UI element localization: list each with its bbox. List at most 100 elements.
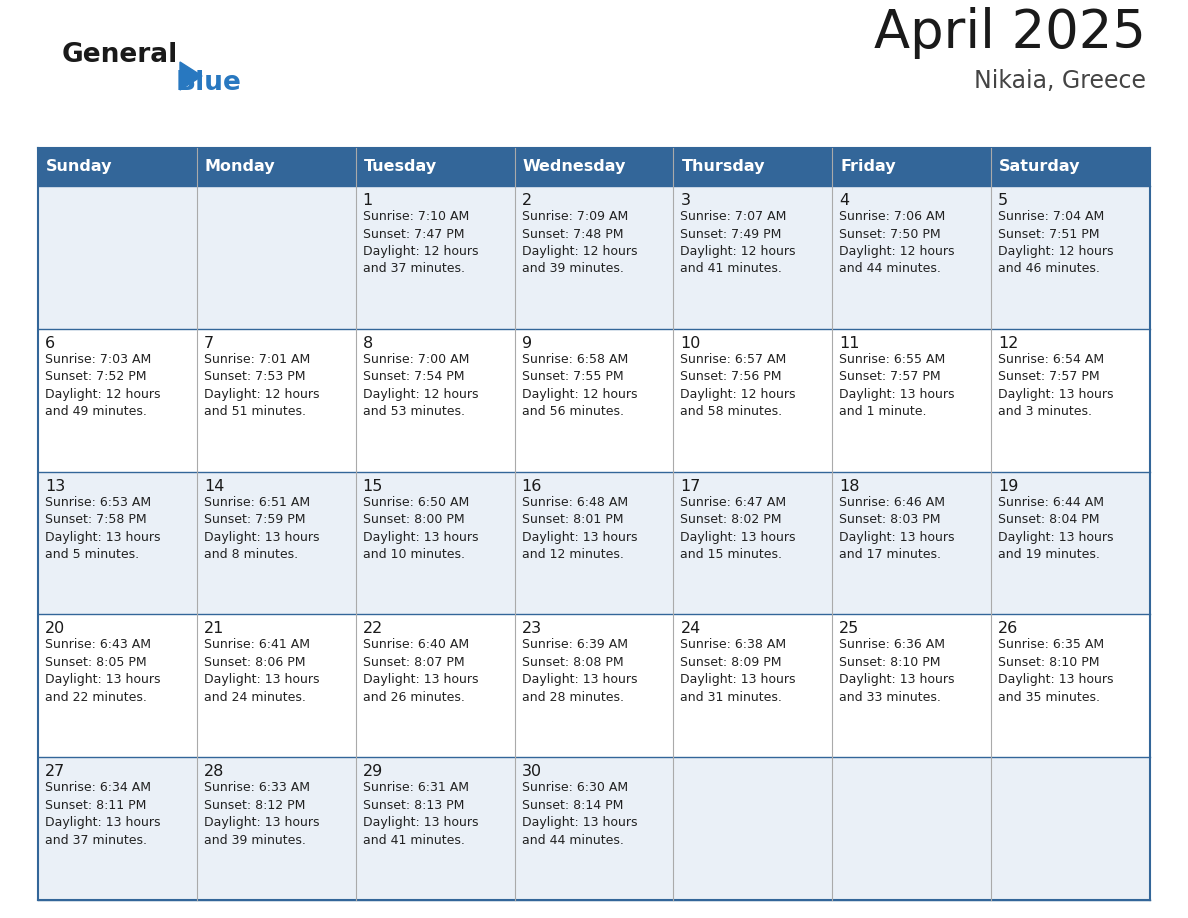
Bar (833, 614, 991, 757)
Text: Daylight: 12 hours: Daylight: 12 hours (362, 387, 479, 401)
Text: Saturday: Saturday (999, 160, 1081, 174)
Text: 20: 20 (45, 621, 65, 636)
Text: Sunset: 7:50 PM: Sunset: 7:50 PM (839, 228, 941, 241)
Text: Daylight: 13 hours: Daylight: 13 hours (362, 531, 479, 543)
Text: Sunrise: 7:03 AM: Sunrise: 7:03 AM (45, 353, 151, 365)
Text: and 37 minutes.: and 37 minutes. (45, 834, 147, 846)
Text: Tuesday: Tuesday (364, 160, 437, 174)
Text: Sunset: 7:56 PM: Sunset: 7:56 PM (681, 370, 782, 384)
Text: Sunrise: 6:53 AM: Sunrise: 6:53 AM (45, 496, 151, 509)
Text: Sunset: 7:58 PM: Sunset: 7:58 PM (45, 513, 146, 526)
Text: and 37 minutes.: and 37 minutes. (362, 263, 465, 275)
Text: Sunrise: 6:58 AM: Sunrise: 6:58 AM (522, 353, 627, 365)
Text: 2: 2 (522, 193, 532, 208)
Bar (833, 757, 991, 900)
Text: 1: 1 (362, 193, 373, 208)
Text: Daylight: 13 hours: Daylight: 13 hours (839, 387, 955, 401)
Text: Daylight: 13 hours: Daylight: 13 hours (362, 674, 479, 687)
Bar (991, 329, 1150, 472)
Text: 17: 17 (681, 478, 701, 494)
Text: Sunrise: 6:36 AM: Sunrise: 6:36 AM (839, 638, 946, 652)
Text: 27: 27 (45, 764, 65, 779)
Text: and 53 minutes.: and 53 minutes. (362, 406, 465, 419)
Text: 14: 14 (204, 478, 225, 494)
Text: Sunset: 8:07 PM: Sunset: 8:07 PM (362, 655, 465, 669)
Text: Sunset: 8:01 PM: Sunset: 8:01 PM (522, 513, 623, 526)
Bar (991, 614, 1150, 757)
Text: and 31 minutes.: and 31 minutes. (681, 691, 783, 704)
Text: Sunrise: 7:09 AM: Sunrise: 7:09 AM (522, 210, 627, 223)
Text: Sunset: 8:06 PM: Sunset: 8:06 PM (204, 655, 305, 669)
Bar (514, 472, 674, 614)
Text: Sunday: Sunday (46, 160, 113, 174)
Text: Daylight: 13 hours: Daylight: 13 hours (839, 531, 955, 543)
Text: and 41 minutes.: and 41 minutes. (681, 263, 783, 275)
Bar (197, 614, 355, 757)
Text: Sunrise: 6:34 AM: Sunrise: 6:34 AM (45, 781, 151, 794)
Text: 5: 5 (998, 193, 1009, 208)
Text: Sunset: 7:47 PM: Sunset: 7:47 PM (362, 228, 465, 241)
Polygon shape (181, 62, 202, 90)
Bar (991, 757, 1150, 900)
Text: and 56 minutes.: and 56 minutes. (522, 406, 624, 419)
Bar (674, 186, 833, 329)
Text: Sunset: 7:59 PM: Sunset: 7:59 PM (204, 513, 305, 526)
Text: and 44 minutes.: and 44 minutes. (839, 263, 941, 275)
Text: Sunrise: 6:43 AM: Sunrise: 6:43 AM (45, 638, 151, 652)
Bar (38, 757, 197, 900)
Text: Sunrise: 6:39 AM: Sunrise: 6:39 AM (522, 638, 627, 652)
Text: and 24 minutes.: and 24 minutes. (204, 691, 305, 704)
Text: Daylight: 13 hours: Daylight: 13 hours (839, 674, 955, 687)
Text: Sunrise: 6:31 AM: Sunrise: 6:31 AM (362, 781, 469, 794)
Bar (38, 329, 197, 472)
Text: Sunrise: 6:47 AM: Sunrise: 6:47 AM (681, 496, 786, 509)
Text: Daylight: 13 hours: Daylight: 13 hours (204, 674, 320, 687)
Text: and 51 minutes.: and 51 minutes. (204, 406, 305, 419)
Text: 16: 16 (522, 478, 542, 494)
Text: Monday: Monday (204, 160, 276, 174)
Text: Daylight: 12 hours: Daylight: 12 hours (45, 387, 160, 401)
Text: 21: 21 (204, 621, 225, 636)
Text: Sunset: 8:03 PM: Sunset: 8:03 PM (839, 513, 941, 526)
Text: Friday: Friday (840, 160, 896, 174)
Text: Sunset: 7:48 PM: Sunset: 7:48 PM (522, 228, 623, 241)
Text: Sunset: 8:00 PM: Sunset: 8:00 PM (362, 513, 465, 526)
Text: General: General (62, 42, 178, 68)
Text: Sunrise: 6:41 AM: Sunrise: 6:41 AM (204, 638, 310, 652)
Bar (197, 472, 355, 614)
Text: 4: 4 (839, 193, 849, 208)
Text: 9: 9 (522, 336, 532, 351)
Bar (674, 329, 833, 472)
Text: 10: 10 (681, 336, 701, 351)
Bar (991, 186, 1150, 329)
Text: Sunset: 8:14 PM: Sunset: 8:14 PM (522, 799, 623, 812)
Text: Daylight: 13 hours: Daylight: 13 hours (522, 816, 637, 829)
Text: and 44 minutes.: and 44 minutes. (522, 834, 624, 846)
Text: and 1 minute.: and 1 minute. (839, 406, 927, 419)
Bar (355, 186, 514, 329)
Text: Daylight: 13 hours: Daylight: 13 hours (45, 816, 160, 829)
Text: 29: 29 (362, 764, 383, 779)
Text: Daylight: 12 hours: Daylight: 12 hours (522, 387, 637, 401)
Text: Daylight: 12 hours: Daylight: 12 hours (681, 387, 796, 401)
Text: Sunrise: 7:10 AM: Sunrise: 7:10 AM (362, 210, 469, 223)
Text: 8: 8 (362, 336, 373, 351)
Text: and 58 minutes.: and 58 minutes. (681, 406, 783, 419)
Text: Daylight: 12 hours: Daylight: 12 hours (522, 245, 637, 258)
Text: Daylight: 13 hours: Daylight: 13 hours (998, 387, 1113, 401)
Text: Nikaia, Greece: Nikaia, Greece (974, 69, 1146, 93)
Bar (833, 186, 991, 329)
Text: and 17 minutes.: and 17 minutes. (839, 548, 941, 561)
Bar (514, 329, 674, 472)
Text: Sunrise: 6:38 AM: Sunrise: 6:38 AM (681, 638, 786, 652)
Text: Daylight: 13 hours: Daylight: 13 hours (681, 531, 796, 543)
Text: 11: 11 (839, 336, 860, 351)
Text: Sunrise: 6:40 AM: Sunrise: 6:40 AM (362, 638, 469, 652)
Text: Blue: Blue (176, 70, 242, 96)
Text: Sunset: 7:51 PM: Sunset: 7:51 PM (998, 228, 1100, 241)
Text: Daylight: 13 hours: Daylight: 13 hours (998, 674, 1113, 687)
Text: Sunrise: 7:04 AM: Sunrise: 7:04 AM (998, 210, 1105, 223)
Text: Sunset: 8:10 PM: Sunset: 8:10 PM (998, 655, 1100, 669)
Text: 23: 23 (522, 621, 542, 636)
Text: Sunset: 7:55 PM: Sunset: 7:55 PM (522, 370, 624, 384)
